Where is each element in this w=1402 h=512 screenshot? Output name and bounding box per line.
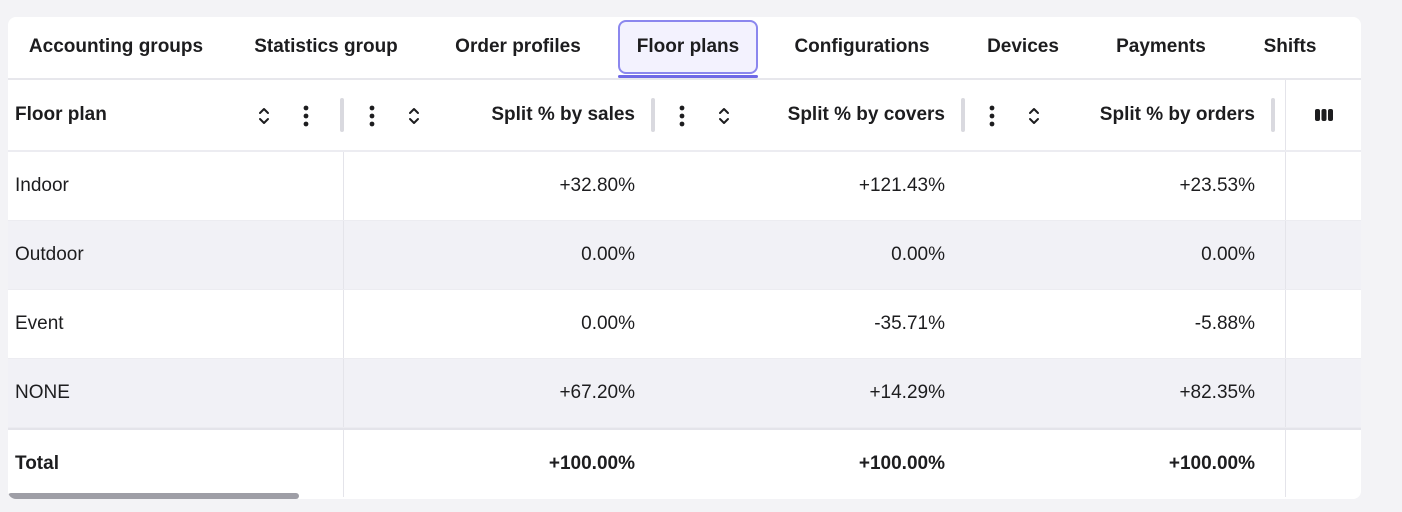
columns-icon[interactable] [1314, 107, 1334, 123]
header-split-covers[interactable]: Split % by covers [655, 80, 965, 150]
sort-icon[interactable] [1024, 102, 1044, 130]
cell-split-orders: 0.00% [1201, 244, 1255, 265]
cell-split-sales: 0.00% [581, 313, 635, 334]
tab-accounting-groups[interactable]: Accounting groups [28, 36, 204, 57]
kebab-menu-icon[interactable] [362, 102, 382, 130]
tab-statistics-group[interactable]: Statistics group [254, 36, 398, 57]
cell-total-orders: +100.00% [1168, 452, 1255, 474]
cell-split-covers: +14.29% [869, 382, 945, 403]
kebab-menu-icon[interactable] [672, 102, 692, 130]
tab-devices[interactable]: Devices [987, 36, 1059, 57]
header-label: Split % by covers [787, 104, 945, 125]
table-row[interactable]: Outdoor 0.00% 0.00% 0.00% [8, 221, 1361, 290]
column-resize-handle[interactable] [651, 98, 655, 132]
sort-icon[interactable] [404, 102, 424, 130]
cell-total-sales: +100.00% [548, 452, 635, 474]
kebab-menu-icon[interactable] [982, 102, 1002, 130]
covers-header-controls [672, 80, 734, 152]
column-resize-handle[interactable] [1271, 98, 1275, 132]
cell-empty [1285, 221, 1361, 289]
floor-plans-card: Accounting groups Statistics group Order… [8, 17, 1361, 499]
orders-header-controls [982, 80, 1044, 152]
horizontal-scrollbar[interactable] [8, 493, 299, 499]
cell-empty [1285, 290, 1361, 358]
tab-payments[interactable]: Payments [1116, 36, 1206, 57]
header-label: Floor plan [15, 104, 107, 125]
cell-floor-plan: Event [8, 290, 344, 358]
sort-icon[interactable] [714, 102, 734, 130]
table-row[interactable]: NONE +67.20% +14.29% +82.35% [8, 359, 1361, 428]
cell-split-orders: +23.53% [1179, 175, 1255, 196]
header-label: Split % by sales [491, 104, 635, 125]
cell-empty [1285, 359, 1361, 427]
cell-empty [1285, 430, 1361, 497]
cell-total-label: Total [8, 430, 344, 497]
cell-empty [1285, 152, 1361, 220]
kebab-menu-icon[interactable] [296, 102, 316, 130]
floor-plan-header-controls [254, 80, 316, 152]
active-tab-indicator [618, 75, 758, 78]
cell-split-sales: +67.20% [559, 382, 635, 403]
header-label: Split % by orders [1099, 104, 1255, 125]
tab-order-profiles[interactable]: Order profiles [455, 36, 581, 57]
cell-floor-plan: Indoor [8, 152, 344, 220]
tab-bar: Accounting groups Statistics group Order… [8, 17, 1361, 80]
table-header-row: Floor plan Split % by sales Split % by c… [8, 80, 1361, 152]
tab-configurations[interactable]: Configurations [794, 36, 930, 57]
sales-header-controls [362, 80, 424, 152]
cell-split-covers: -35.71% [874, 313, 945, 334]
table-row[interactable]: Indoor +32.80% +121.43% +23.53% [8, 152, 1361, 221]
column-chooser[interactable] [1285, 80, 1361, 150]
header-split-orders[interactable]: Split % by orders [965, 80, 1285, 150]
sort-icon[interactable] [254, 102, 274, 130]
cell-total-covers: +100.00% [858, 452, 945, 474]
column-resize-handle[interactable] [961, 98, 965, 132]
tab-floor-plans[interactable]: Floor plans [618, 20, 758, 74]
cell-split-sales: +32.80% [559, 175, 635, 196]
cell-split-covers: 0.00% [891, 244, 945, 265]
cell-floor-plan: NONE [8, 359, 344, 427]
column-resize-handle[interactable] [340, 98, 344, 132]
table-total-row: Total +100.00% +100.00% +100.00% [8, 428, 1361, 497]
table-row[interactable]: Event 0.00% -35.71% -5.88% [8, 290, 1361, 359]
cell-floor-plan: Outdoor [8, 221, 344, 289]
cell-split-sales: 0.00% [581, 244, 635, 265]
header-floor-plan[interactable]: Floor plan [8, 80, 344, 150]
cell-split-orders: -5.88% [1194, 313, 1255, 334]
cell-split-orders: +82.35% [1179, 382, 1255, 403]
tab-shifts[interactable]: Shifts [1263, 36, 1317, 57]
header-split-sales[interactable]: Split % by sales [344, 80, 655, 150]
cell-split-covers: +121.43% [858, 175, 945, 196]
